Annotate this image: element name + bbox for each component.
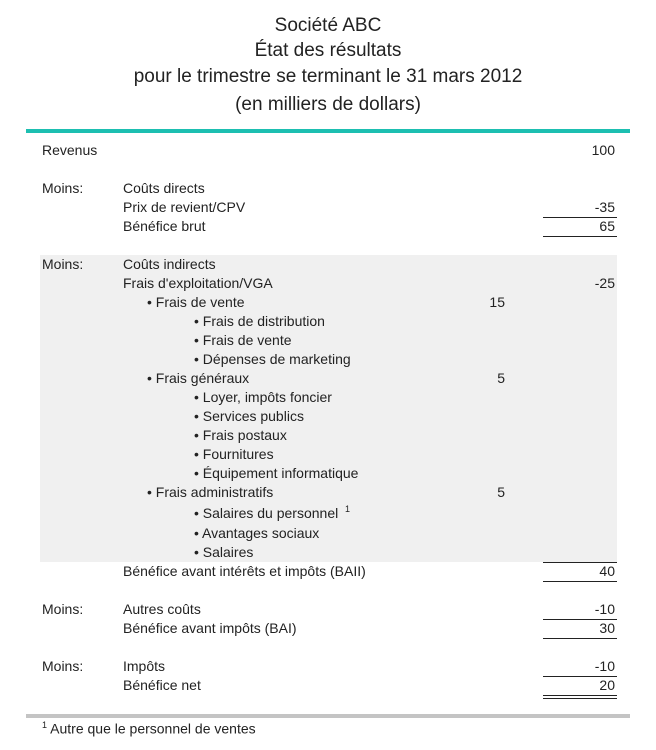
statement-row: Bénéfice avant impôts (BAI) 30	[0, 619, 656, 639]
row-subtotal: 5	[497, 484, 505, 500]
statement-row: Moins: Coûts directs	[0, 179, 656, 198]
row-value: 30	[599, 620, 615, 636]
statement-row: Bénéfice net 20	[0, 676, 656, 699]
row-label: Impôts	[123, 658, 166, 674]
footnote-text: Autre que le personnel de ventes	[50, 720, 256, 737]
company-name: Société ABC	[274, 15, 382, 36]
statement-row: Moins: Coûts indirects	[0, 255, 656, 274]
statement-row: • Services publics	[0, 407, 656, 426]
statement-period: pour le trimestre se terminant le 31 mar…	[133, 66, 523, 87]
row-label: • Loyer, impôts foncier	[194, 389, 332, 405]
row-label: Frais d'exploitation/VGA	[123, 275, 273, 291]
statement-row: • Frais de distribution	[0, 312, 656, 331]
statement-row: • Frais généraux 5	[0, 369, 656, 388]
row-label: • Frais généraux	[147, 370, 250, 386]
single-underline	[543, 562, 617, 563]
row-label: Prix de revient/CPV	[123, 199, 246, 215]
single-underline	[543, 581, 617, 582]
statement-row: Prix de revient/CPV -35	[0, 198, 656, 218]
statement-row: Bénéfice avant intérêts et impôts (BAII)…	[0, 562, 656, 582]
row-label: • Frais de vente	[194, 332, 292, 348]
row-label: • Dépenses de marketing	[194, 351, 351, 367]
row-label: • Salaires du personnel	[194, 505, 339, 521]
statement-row: Moins: Impôts -10	[0, 657, 656, 677]
row-label: Autres coûts	[123, 601, 201, 617]
row-label: • Frais postaux	[194, 427, 287, 443]
footer-rule	[26, 714, 630, 718]
statement-row: • Frais postaux	[0, 426, 656, 445]
row-label: • Salaires	[194, 544, 254, 560]
statement-row: • Frais de vente 15	[0, 293, 656, 312]
double-underline	[543, 695, 617, 699]
row-label: • Frais de distribution	[194, 313, 325, 329]
row-value: 65	[599, 218, 615, 234]
footnote-mark: 1	[42, 720, 48, 730]
row-value: 40	[599, 563, 615, 579]
row-prefix: Moins:	[42, 180, 84, 196]
row-label: • Services publics	[194, 408, 304, 424]
row-value: -35	[594, 199, 615, 215]
row-value: 20	[599, 677, 615, 693]
row-value: -25	[594, 275, 615, 291]
statement-row: • Fournitures	[0, 445, 656, 464]
footnote: 1 Autre que le personnel de ventes	[42, 720, 256, 737]
statement-row: • Dépenses de marketing	[0, 350, 656, 369]
statement-row: • Salaires du personnel 1	[0, 504, 656, 523]
row-label: Bénéfice net	[123, 677, 201, 693]
row-prefix: Moins:	[42, 256, 84, 272]
statement-title: État des résultats	[254, 40, 402, 61]
row-label: Bénéfice avant impôts (BAI)	[123, 620, 297, 636]
statement-row: Moins: Autres coûts -10	[0, 600, 656, 620]
single-underline	[543, 236, 617, 237]
row-value: -10	[594, 601, 615, 617]
accent-rule	[26, 129, 630, 133]
row-label: • Frais de vente	[147, 294, 245, 310]
statement-row: • Salaires	[0, 543, 656, 563]
row-value: 100	[591, 142, 615, 158]
statement-row: Bénéfice brut 65	[0, 217, 656, 237]
row-label: Revenus	[42, 142, 98, 158]
row-prefix: Moins:	[42, 658, 84, 674]
row-label: • Avantages sociaux	[194, 525, 320, 541]
row-label: Coûts directs	[123, 180, 205, 196]
statement-row: • Frais administratifs 5	[0, 483, 656, 502]
statement-units: (en milliers de dollars)	[235, 94, 421, 115]
footnote-ref: 1	[345, 504, 351, 514]
row-value: -10	[594, 658, 615, 674]
row-label: • Fournitures	[194, 446, 274, 462]
row-subtotal: 5	[497, 370, 505, 386]
row-label: Bénéfice avant intérêts et impôts (BAII)	[123, 563, 366, 579]
row-subtotal: 15	[489, 294, 505, 310]
statement-row: • Frais de vente	[0, 331, 656, 350]
single-underline	[543, 619, 617, 620]
row-label: Coûts indirects	[123, 256, 216, 272]
single-underline	[543, 676, 617, 677]
statement-row: • Équipement informatique	[0, 464, 656, 483]
single-underline	[543, 217, 617, 218]
indirect-costs-shading	[40, 255, 617, 562]
statement-row: Revenus 100	[0, 141, 656, 160]
row-label: • Équipement informatique	[194, 465, 359, 481]
single-underline	[543, 638, 617, 639]
row-label: • Frais administratifs	[147, 484, 274, 500]
statement-row: Frais d'exploitation/VGA -25	[0, 274, 656, 293]
row-label: Bénéfice brut	[123, 218, 206, 234]
row-prefix: Moins:	[42, 601, 84, 617]
statement-row: • Avantages sociaux	[0, 524, 656, 543]
statement-row: • Loyer, impôts foncier	[0, 388, 656, 407]
